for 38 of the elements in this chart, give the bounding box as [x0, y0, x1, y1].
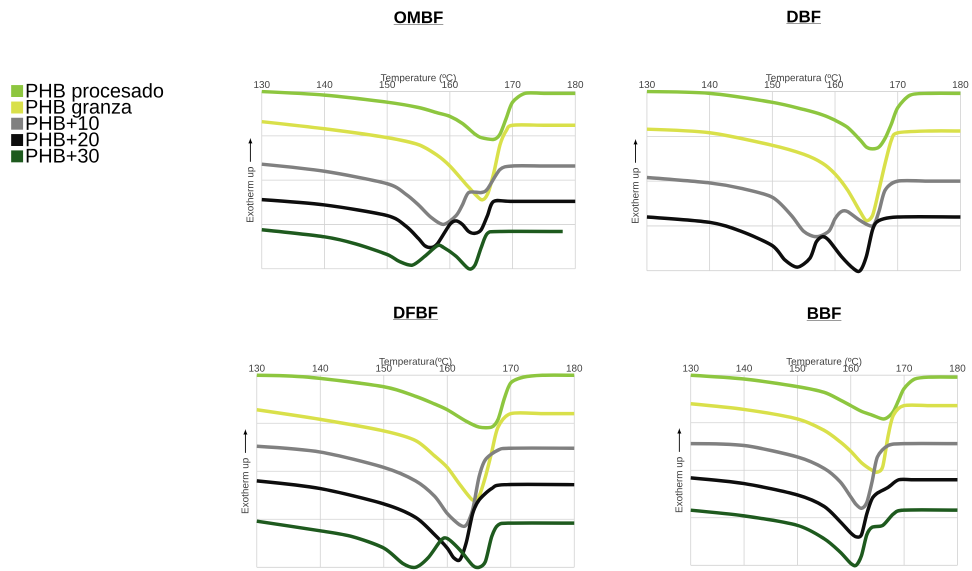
x-tick-label: 140	[736, 364, 752, 372]
x-axis-title: Temperature (ºC)	[380, 74, 456, 84]
x-tick-label: 150	[764, 81, 780, 88]
x-tick-label: 160	[828, 81, 843, 88]
x-tick-label: 130	[683, 364, 699, 372]
x-tick-label: 140	[316, 81, 332, 88]
legend-label: PHB+20	[26, 132, 99, 147]
chart-title: DFBF	[394, 306, 438, 319]
x-tick-label: 170	[505, 81, 520, 88]
y-axis-title: Exotherm up	[241, 458, 250, 514]
x-tick-label: 150	[376, 364, 392, 372]
x-tick-label: 150	[380, 81, 396, 88]
x-axis-title: Temperatura (ºC)	[766, 74, 841, 84]
x-tick-label: 180	[950, 364, 966, 372]
x-tick-label: 140	[312, 364, 328, 372]
x-tick-label: 180	[566, 364, 582, 372]
x-tick-label: 180	[952, 81, 968, 88]
x-axis-title: Temperatura(ºC)	[379, 358, 452, 368]
x-tick-label: 140	[702, 81, 718, 88]
x-tick-label: 130	[254, 81, 270, 88]
x-tick-label: 150	[790, 364, 806, 372]
chart-title: DBF	[787, 10, 820, 23]
x-tick-label: 130	[249, 364, 265, 372]
legend-label: PHB+10	[26, 116, 99, 130]
chart-title: BBF	[808, 308, 841, 320]
x-tick-label: 180	[568, 81, 584, 88]
x-tick-label: 160	[843, 364, 859, 372]
y-axis-title: Exotherm up	[675, 457, 684, 512]
x-tick-label: 160	[442, 81, 458, 88]
chart-title: OMBF	[394, 12, 443, 24]
x-tick-label: 160	[440, 364, 456, 372]
x-tick-label: 170	[896, 364, 912, 372]
y-axis-title: Exotherm up	[246, 167, 256, 222]
x-tick-label: 170	[890, 81, 906, 88]
x-tick-label: 170	[503, 364, 519, 372]
x-tick-label: 130	[639, 81, 655, 88]
y-axis-title: Exotherm up	[631, 168, 641, 224]
legend-label: PHB+30	[26, 148, 99, 163]
